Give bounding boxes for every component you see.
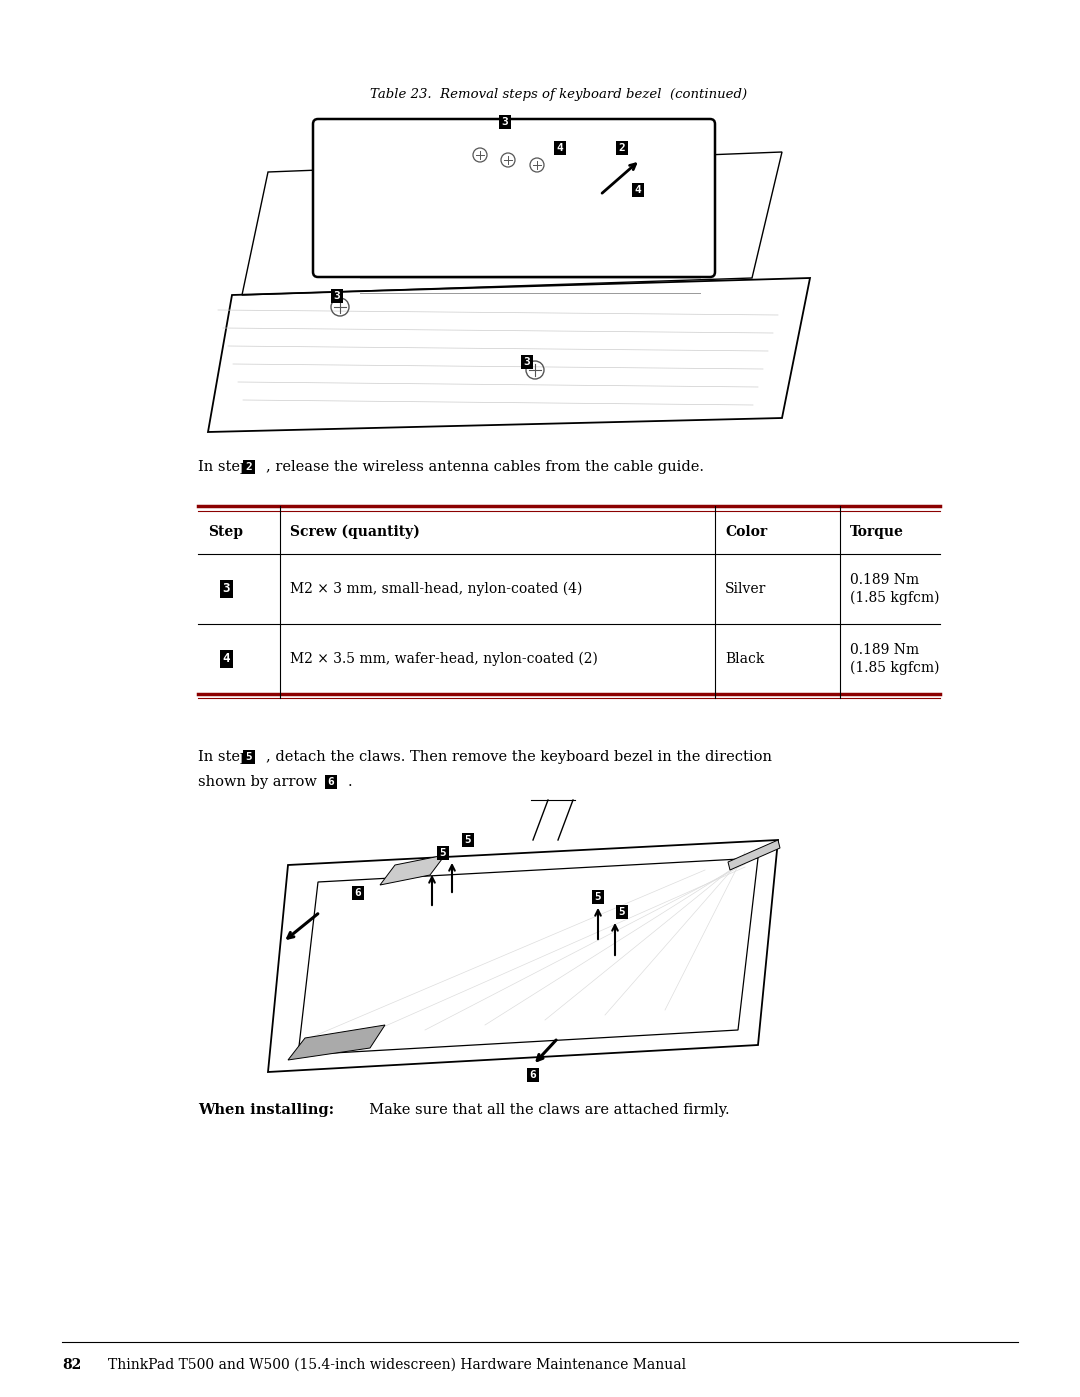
- Text: 5: 5: [440, 848, 446, 858]
- Text: Color: Color: [725, 525, 767, 539]
- Text: 3: 3: [222, 583, 230, 595]
- Text: .: .: [348, 775, 353, 789]
- Text: 6: 6: [529, 1070, 537, 1080]
- Text: Silver: Silver: [725, 583, 767, 597]
- Text: (1.85 kgfcm): (1.85 kgfcm): [850, 591, 940, 605]
- Text: Table 23.  Removal steps of keyboard bezel  (continued): Table 23. Removal steps of keyboard beze…: [370, 88, 747, 101]
- Text: When installing:: When installing:: [198, 1104, 334, 1118]
- Text: 4: 4: [222, 652, 230, 665]
- Text: Torque: Torque: [850, 525, 904, 539]
- Text: 5: 5: [464, 835, 471, 845]
- Text: In step: In step: [198, 750, 254, 764]
- Text: , detach the claws. Then remove the keyboard bezel in the direction: , detach the claws. Then remove the keyb…: [266, 750, 772, 764]
- Text: 6: 6: [354, 888, 362, 898]
- Text: 4: 4: [635, 184, 642, 196]
- Text: shown by arrow: shown by arrow: [198, 775, 322, 789]
- Text: 3: 3: [524, 358, 530, 367]
- Text: M2 × 3.5 mm, wafer-head, nylon-coated (2): M2 × 3.5 mm, wafer-head, nylon-coated (2…: [291, 652, 598, 666]
- Text: 2: 2: [245, 462, 253, 472]
- Text: 5: 5: [595, 893, 602, 902]
- Text: In step: In step: [198, 460, 254, 474]
- Text: 5: 5: [619, 907, 625, 916]
- Text: 3: 3: [501, 117, 509, 127]
- Polygon shape: [288, 1025, 384, 1060]
- Text: Make sure that all the claws are attached firmly.: Make sure that all the claws are attache…: [360, 1104, 730, 1118]
- Text: 82: 82: [62, 1358, 81, 1372]
- Text: 0.189 Nm: 0.189 Nm: [850, 643, 919, 657]
- Polygon shape: [380, 855, 445, 886]
- Polygon shape: [728, 840, 780, 870]
- Text: 6: 6: [327, 777, 335, 787]
- Text: 3: 3: [334, 291, 340, 300]
- Text: Black: Black: [725, 652, 765, 666]
- Text: ThinkPad T500 and W500 (15.4-inch widescreen) Hardware Maintenance Manual: ThinkPad T500 and W500 (15.4-inch widesc…: [108, 1358, 686, 1372]
- Text: 0.189 Nm: 0.189 Nm: [850, 573, 919, 587]
- Text: Screw (quantity): Screw (quantity): [291, 525, 420, 539]
- Text: 4: 4: [556, 142, 564, 154]
- FancyBboxPatch shape: [313, 119, 715, 277]
- Text: 5: 5: [245, 752, 253, 761]
- Text: M2 × 3 mm, small-head, nylon-coated (4): M2 × 3 mm, small-head, nylon-coated (4): [291, 581, 582, 597]
- Text: 2: 2: [619, 142, 625, 154]
- Text: Step: Step: [208, 525, 243, 539]
- Text: (1.85 kgfcm): (1.85 kgfcm): [850, 661, 940, 675]
- Text: , release the wireless antenna cables from the cable guide.: , release the wireless antenna cables fr…: [266, 460, 704, 474]
